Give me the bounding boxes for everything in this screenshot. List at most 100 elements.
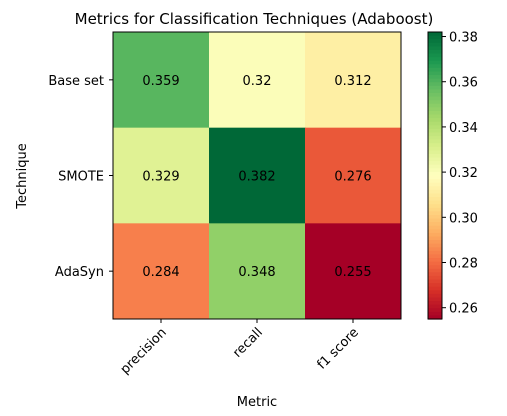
x-tick-label: precision xyxy=(118,325,170,377)
colorbar-segment xyxy=(428,153,442,159)
colorbar-segment xyxy=(428,222,442,227)
colorbar-segment xyxy=(428,247,442,252)
colorbar-segment xyxy=(428,143,442,148)
colorbar-segment xyxy=(428,283,442,288)
colorbar-segment xyxy=(428,225,442,230)
colorbar-segment xyxy=(428,157,442,162)
colorbar-segment xyxy=(428,164,442,169)
chart-title: Metrics for Classification Techniques (A… xyxy=(75,10,434,28)
colorbar-segment xyxy=(428,258,442,263)
cell-value-label: 0.348 xyxy=(238,265,275,280)
colorbar-segment xyxy=(428,179,442,184)
cell-value-label: 0.255 xyxy=(334,265,371,280)
colorbar-segment xyxy=(428,315,442,320)
cell-value-label: 0.382 xyxy=(238,170,275,185)
colorbar-segment xyxy=(428,236,442,241)
y-axis-ticks: Base set SMOTE AdaSyn xyxy=(48,74,113,280)
colorbar-segment xyxy=(428,150,442,155)
colorbar-segment xyxy=(428,286,442,291)
heatmap-cell xyxy=(113,127,210,224)
colorbar-segment xyxy=(428,175,442,180)
colorbar-segment xyxy=(428,35,442,40)
colorbar-segment xyxy=(428,92,442,98)
colorbar-segment xyxy=(428,53,442,58)
colorbar-segment xyxy=(428,114,442,119)
cell-value-labels: 0.359 0.32 0.312 0.329 0.382 0.276 0.284 0.348 0… xyxy=(142,74,371,280)
cell-value-label: 0.276 xyxy=(334,170,371,185)
cell-value-label: 0.329 xyxy=(142,170,179,185)
colorbar-frame xyxy=(427,31,443,320)
heatmap-cells xyxy=(113,32,402,320)
cell-value-label: 0.32 xyxy=(243,74,272,89)
colorbar-segment xyxy=(428,193,442,198)
colorbar-tick-label: 0.26 xyxy=(449,302,478,317)
colorbar-segment xyxy=(428,168,442,173)
colorbar-segment xyxy=(428,232,442,238)
colorbar-segment xyxy=(428,207,442,212)
colorbar-segment xyxy=(428,189,442,195)
heatmap-cell xyxy=(305,32,402,129)
colorbar-segment xyxy=(428,103,442,108)
colorbar-segment xyxy=(428,82,442,87)
colorbar-segment xyxy=(428,304,442,309)
colorbar-segment xyxy=(428,78,442,83)
colorbar-tick-label: 0.32 xyxy=(449,166,478,181)
colorbar-segment xyxy=(428,139,442,144)
colorbar-segment xyxy=(428,254,442,259)
colorbar-tick-label: 0.36 xyxy=(449,76,478,91)
colorbar-segment xyxy=(428,107,442,112)
colorbar-tick-label: 0.34 xyxy=(449,121,478,136)
colorbar-segment xyxy=(428,229,442,234)
colorbar-segment xyxy=(428,171,442,177)
colorbar-segment xyxy=(428,71,442,76)
colorbar-segment xyxy=(428,311,442,317)
colorbar-segment xyxy=(428,49,442,55)
colorbar-segment xyxy=(428,261,442,266)
colorbar-segment xyxy=(428,250,442,256)
y-axis-label: Technique xyxy=(15,143,30,209)
x-axis-label: Metric xyxy=(237,395,277,410)
colorbar-segment xyxy=(428,182,442,187)
colorbar-segment xyxy=(428,96,442,101)
colorbar-segment xyxy=(428,100,442,105)
colorbar-segment xyxy=(428,39,442,44)
colorbar-segment xyxy=(428,293,442,299)
colorbar-segment xyxy=(428,268,442,273)
heatmap-cell xyxy=(305,127,402,224)
colorbar-segment xyxy=(428,118,442,123)
colorbar-segment xyxy=(428,75,442,80)
y-tick-label: AdaSyn xyxy=(55,265,104,280)
colorbar-segment xyxy=(428,64,442,69)
colorbar-segment xyxy=(428,57,442,62)
colorbar-segment xyxy=(428,240,442,245)
heatmap-cell xyxy=(305,223,402,320)
colorbar-segment xyxy=(428,279,442,284)
colorbar-segment xyxy=(428,214,442,220)
heatmap-cell xyxy=(113,32,210,129)
colorbar-segment xyxy=(428,121,442,126)
colorbar-segment xyxy=(428,301,442,306)
colorbar-tick-label: 0.28 xyxy=(449,257,478,272)
cell-value-label: 0.284 xyxy=(142,265,179,280)
colorbar-segment xyxy=(428,200,442,205)
x-tick-label: recall xyxy=(230,325,266,361)
colorbar-tick-label: 0.38 xyxy=(449,31,478,46)
y-tick-label: Base set xyxy=(48,74,104,89)
colorbar-segment xyxy=(428,67,442,73)
cell-value-label: 0.359 xyxy=(142,74,179,89)
heatmap-cell xyxy=(209,223,306,320)
colorbar-segment xyxy=(428,85,442,90)
cell-value-label: 0.312 xyxy=(334,74,371,89)
heatmap-cell xyxy=(113,223,210,320)
colorbar-segment xyxy=(428,128,442,134)
colorbar-segment xyxy=(428,146,442,151)
colorbar-segment xyxy=(428,197,442,202)
colorbar-segment xyxy=(428,265,442,270)
colorbar-segment xyxy=(428,161,442,166)
colorbar-segment xyxy=(428,42,442,47)
colorbar-segment xyxy=(428,272,442,277)
colorbar-segment xyxy=(428,132,442,137)
colorbar-segment xyxy=(428,218,442,223)
heatmap-cell xyxy=(209,32,306,129)
